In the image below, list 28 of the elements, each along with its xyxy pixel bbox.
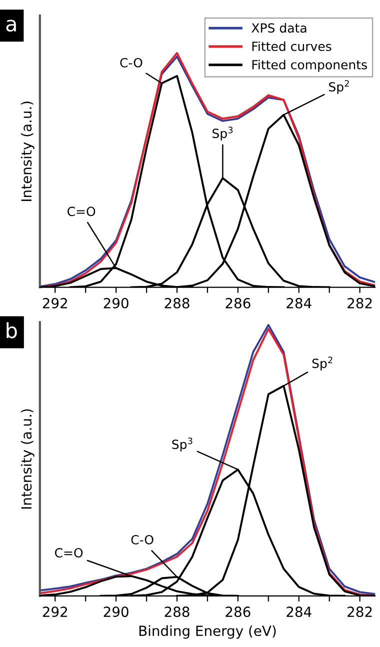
- x-tick-label: 292: [42, 606, 67, 618]
- x-tick-label: 288: [164, 606, 190, 618]
- x-tick-label: 282: [348, 298, 372, 308]
- y-axis-title: Intensity (a.u.): [20, 102, 34, 201]
- legend-label: XPS data: [252, 23, 306, 33]
- annotation: C-O: [120, 58, 142, 68]
- annotation: Sp$^{2}$: [312, 356, 332, 371]
- chart-title: a: [6, 20, 16, 32]
- x-axis-title: Binding Energy (eV): [139, 625, 276, 639]
- x-tick-label: 284: [286, 298, 312, 308]
- legend-label: Fitted curves: [252, 41, 332, 52]
- annotation: C=O: [68, 206, 96, 216]
- x-tick-label: 284: [286, 606, 312, 618]
- legend-label: Fitted components: [252, 60, 367, 72]
- x-tick-label: 292: [42, 298, 67, 308]
- annotation: C=O: [54, 548, 83, 558]
- x-tick-label: 286: [226, 298, 250, 308]
- x-tick-label: 282: [348, 606, 372, 618]
- annotation: Sp$^{3}$: [172, 438, 192, 452]
- x-tick-label: 288: [164, 298, 190, 308]
- annotation: C-O: [131, 534, 154, 544]
- chart-title: b: [6, 322, 17, 338]
- x-tick-label: 286: [226, 606, 250, 618]
- annotation: Sp$^{3}$: [212, 126, 233, 141]
- annotation: Sp$^{2}$: [329, 80, 349, 94]
- x-tick-label: 290: [104, 606, 128, 618]
- x-tick-label: 290: [104, 298, 128, 308]
- y-axis-title: Intensity (a.u.): [20, 409, 34, 509]
